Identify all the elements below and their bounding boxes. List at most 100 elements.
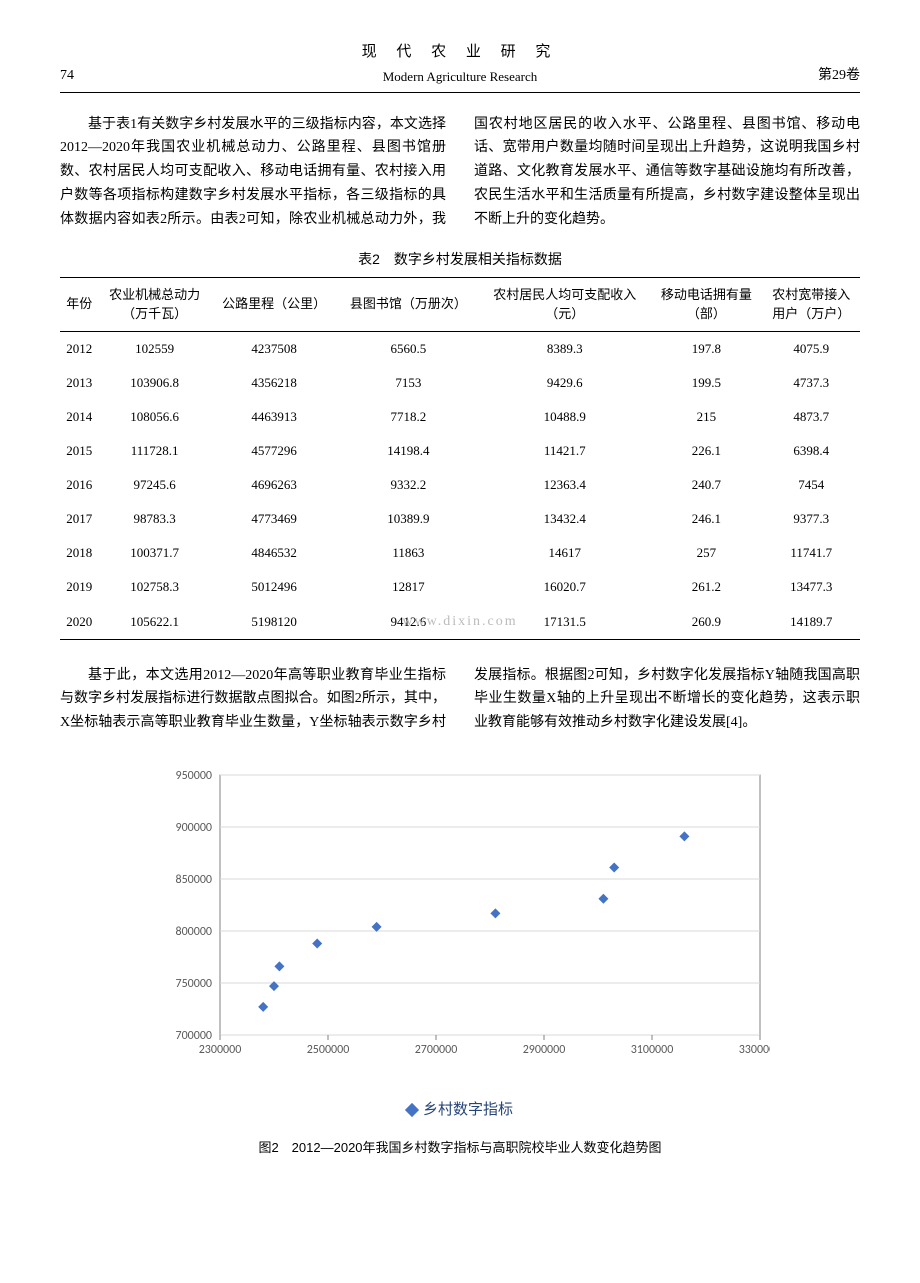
table-cell: 2012 — [60, 331, 99, 366]
table-row: 2020105622.151981209412.617131.5260.9141… — [60, 605, 860, 640]
table-cell: 215 — [650, 400, 762, 434]
table-cell: 2016 — [60, 468, 99, 502]
table-cell: 2017 — [60, 502, 99, 536]
table-row: 201210255942375086560.58389.3197.84075.9 — [60, 331, 860, 366]
table-header-cell: 年份 — [60, 278, 99, 331]
table-cell: 16020.7 — [479, 570, 650, 604]
table-cell: 2015 — [60, 434, 99, 468]
table-cell: 4773469 — [211, 502, 338, 536]
table-cell: 240.7 — [650, 468, 762, 502]
table-cell: 4737.3 — [763, 366, 861, 400]
table-cell: 111728.1 — [99, 434, 211, 468]
table-cell: 14189.7 — [763, 605, 861, 640]
svg-text:950000: 950000 — [176, 769, 213, 783]
table-cell: 97245.6 — [99, 468, 211, 502]
svg-text:2300000: 2300000 — [199, 1043, 242, 1057]
table-header-cell: 农村居民人均可支配收入（元） — [479, 278, 650, 331]
table-cell: 4577296 — [211, 434, 338, 468]
svg-text:3100000: 3100000 — [631, 1043, 674, 1057]
table-cell: 98783.3 — [99, 502, 211, 536]
body-paragraph-2: 基于此，本文选用2012—2020年高等职业教育毕业生指标与数字乡村发展指标进行… — [60, 664, 860, 735]
table-row: 2015111728.1457729614198.411421.7226.163… — [60, 434, 860, 468]
svg-text:800000: 800000 — [176, 925, 213, 939]
table-cell: 102758.3 — [99, 570, 211, 604]
table-header-cell: 移动电话拥有量（部） — [650, 278, 762, 331]
figure2-caption: 图2 2012—2020年我国乡村数字指标与高职院校毕业人数变化趋势图 — [60, 1137, 860, 1159]
table-cell: 7454 — [763, 468, 861, 502]
svg-text:750000: 750000 — [176, 977, 213, 991]
table-cell: 9377.3 — [763, 502, 861, 536]
svg-text:3300000: 3300000 — [739, 1043, 770, 1057]
table-cell: 226.1 — [650, 434, 762, 468]
table-cell: 2019 — [60, 570, 99, 604]
table-header-cell: 县图书馆（万册次） — [338, 278, 480, 331]
table-row: 2013103906.8435621871539429.6199.54737.3 — [60, 366, 860, 400]
table-cell: 260.9 — [650, 605, 762, 640]
table-row: 2018100371.74846532118631461725711741.7 — [60, 536, 860, 570]
table-cell: 14198.4 — [338, 434, 480, 468]
table-cell: 4356218 — [211, 366, 338, 400]
paragraph-text: 基于此，本文选用2012—2020年高等职业教育毕业生指标与数字乡村发展指标进行… — [60, 664, 860, 735]
table-cell: 102559 — [99, 331, 211, 366]
table-cell: 11863 — [338, 536, 480, 570]
table-cell: 4237508 — [211, 331, 338, 366]
svg-text:2500000: 2500000 — [307, 1043, 350, 1057]
table-cell: 100371.7 — [99, 536, 211, 570]
svg-text:900000: 900000 — [176, 821, 213, 835]
table-cell: 261.2 — [650, 570, 762, 604]
table-cell: 5198120 — [211, 605, 338, 640]
table-cell: 2018 — [60, 536, 99, 570]
table-row: 201697245.646962639332.212363.4240.77454 — [60, 468, 860, 502]
table-cell: 11421.7 — [479, 434, 650, 468]
table-cell: 4075.9 — [763, 331, 861, 366]
diamond-icon — [405, 1103, 419, 1117]
table-cell: 197.8 — [650, 331, 762, 366]
table-header-cell: 公路里程（公里） — [211, 278, 338, 331]
svg-text:2900000: 2900000 — [523, 1043, 566, 1057]
table-cell: 4873.7 — [763, 400, 861, 434]
table-cell: 8389.3 — [479, 331, 650, 366]
table-cell: 13432.4 — [479, 502, 650, 536]
table-cell: 199.5 — [650, 366, 762, 400]
table-cell: 2013 — [60, 366, 99, 400]
scatter-plot: 700000 750000 800000 850000 900000 950000 2300… — [150, 765, 770, 1085]
journal-title-cn: 现 代 农 业 研 究 — [120, 40, 800, 66]
table-cell: 108056.6 — [99, 400, 211, 434]
journal-title: 现 代 农 业 研 究 Modern Agriculture Research — [120, 40, 800, 88]
table-cell: 4463913 — [211, 400, 338, 434]
table-header-cell: 农村宽带接入用户（万户） — [763, 278, 861, 331]
journal-title-en: Modern Agriculture Research — [120, 66, 800, 88]
table-cell: 10389.9 — [338, 502, 480, 536]
volume-label: 第29卷 — [800, 64, 860, 88]
table2-caption: 表2 数字乡村发展相关指标数据 — [60, 248, 860, 272]
table-cell: 4696263 — [211, 468, 338, 502]
table-cell: 246.1 — [650, 502, 762, 536]
table-cell: 9332.2 — [338, 468, 480, 502]
table-cell: 2014 — [60, 400, 99, 434]
table-cell: 10488.9 — [479, 400, 650, 434]
table-cell: 11741.7 — [763, 536, 861, 570]
table-cell: 9412.6 — [338, 605, 480, 640]
svg-text:700000: 700000 — [176, 1029, 213, 1043]
table-cell: 13477.3 — [763, 570, 861, 604]
chart-legend: 乡村数字指标 — [150, 1098, 770, 1124]
legend-label: 乡村数字指标 — [423, 1102, 513, 1118]
table-cell: 5012496 — [211, 570, 338, 604]
table-row: 201798783.3477346910389.913432.4246.1937… — [60, 502, 860, 536]
page-header: 74 现 代 农 业 研 究 Modern Agriculture Resear… — [60, 40, 860, 93]
page-number: 74 — [60, 64, 120, 88]
table-header-cell: 农业机械总动力（万千瓦） — [99, 278, 211, 331]
table-cell: 257 — [650, 536, 762, 570]
svg-text:850000: 850000 — [176, 873, 213, 887]
table-row: 2019102758.350124961281716020.7261.21347… — [60, 570, 860, 604]
table-cell: 7718.2 — [338, 400, 480, 434]
table-row: 2014108056.644639137718.210488.92154873.… — [60, 400, 860, 434]
table-cell: 12363.4 — [479, 468, 650, 502]
table-cell: 6398.4 — [763, 434, 861, 468]
svg-text:2700000: 2700000 — [415, 1043, 458, 1057]
table-cell: 12817 — [338, 570, 480, 604]
paragraph-text: 基于表1有关数字乡村发展水平的三级指标内容，本文选择2012—2020年我国农业… — [60, 113, 860, 232]
figure2-chart: 700000 750000 800000 850000 900000 950000 2300… — [150, 765, 770, 1123]
table-cell: 103906.8 — [99, 366, 211, 400]
table-cell: 17131.5 — [479, 605, 650, 640]
